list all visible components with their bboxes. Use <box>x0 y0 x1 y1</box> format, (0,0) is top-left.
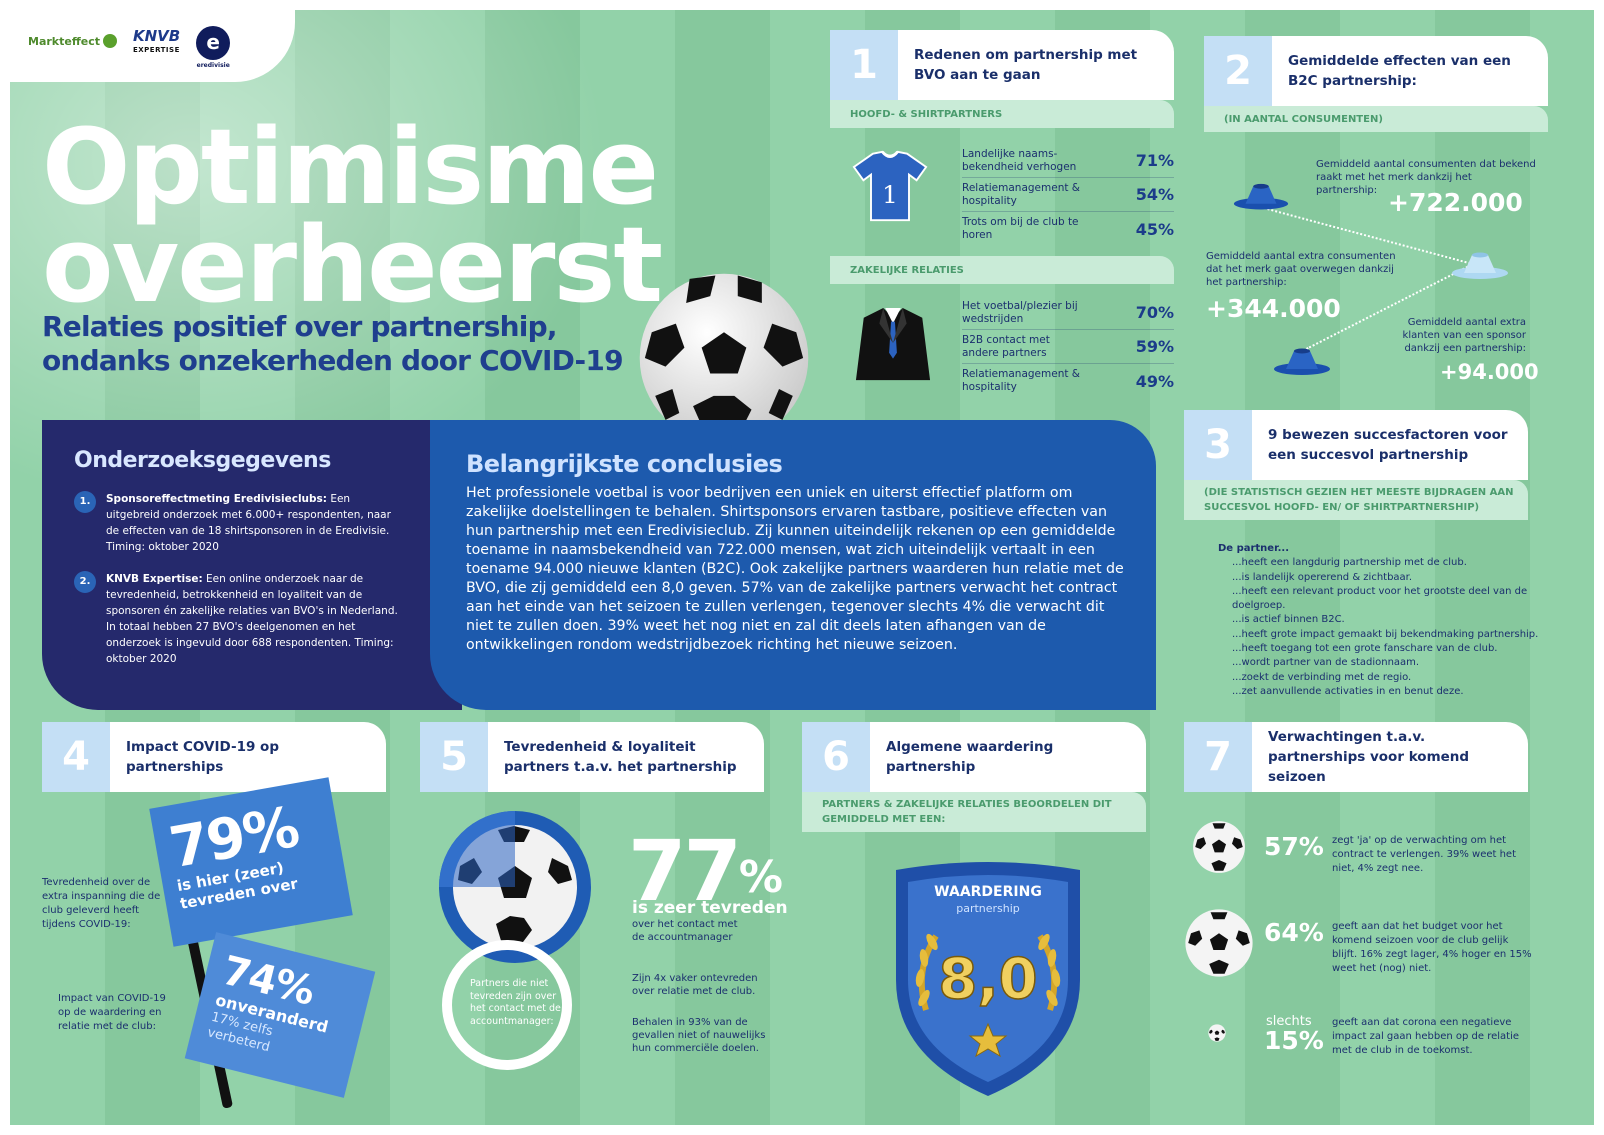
shield-subtitle: partnership <box>956 902 1020 915</box>
section-title: 9 bewezen succesfactoren voor een succes… <box>1268 427 1508 463</box>
football-icon <box>1193 821 1245 873</box>
section-3-band: (DIE STATISTISCH GEZIEN HET MEESTE BIJDR… <box>1184 480 1528 520</box>
football-illustration <box>639 273 809 443</box>
stat-row: Landelijke naams-bekendheid verhogen 71% <box>962 144 1174 178</box>
subtitle: Relaties positief over partnership, onda… <box>42 310 624 377</box>
list-item: ...is actief binnen B2C. <box>1232 614 1345 626</box>
cone-icon <box>1452 252 1508 279</box>
negative-impact-prefix: slechts <box>1266 1014 1312 1029</box>
section-number: 4 <box>42 722 110 792</box>
list-item: ...wordt partner van de stadionnaam. <box>1232 657 1420 669</box>
cone-icon <box>1233 183 1289 210</box>
shirt-icon: 1 <box>852 150 928 222</box>
satisfaction-big-percent: 77% <box>628 822 783 920</box>
conclusions-panel: Belangrijkste conclusies Het professione… <box>430 420 1156 710</box>
section-6-header: 6 Algemene waardering partnership <box>802 722 1146 792</box>
section-7-header: 7 Verwachtingen t.a.v. partnerships voor… <box>1184 722 1528 792</box>
section-1-band-main: HOOFD- & SHIRTPARTNERS <box>830 100 1174 128</box>
section-number: 6 <box>802 722 870 792</box>
b2c-effect-consideration-value: +344.000 <box>1206 294 1341 323</box>
section-title: Impact COVID-19 op partnerships <box>126 739 279 775</box>
contract-renewal-text: zegt 'ja' op de verwachting om het contr… <box>1332 835 1517 874</box>
budget-text: geeft aan dat het budget voor het komend… <box>1332 921 1532 974</box>
section-6-band: PARTNERS & ZAKELIJKE RELATIES BEOORDELEN… <box>802 792 1146 832</box>
section-4-header: 4 Impact COVID-19 op partnerships <box>42 722 386 792</box>
research-data-panel: Onderzoeksgegevens 1. Sponsoreffectmetin… <box>42 420 462 710</box>
section-3-header: 3 9 bewezen succesfactoren voor een succ… <box>1184 410 1528 480</box>
stat-row: Relatiemanagement & hospitality 49% <box>962 368 1174 393</box>
section-number: 1 <box>830 30 898 100</box>
budget-percent: 64% <box>1264 918 1324 947</box>
section-1-band-business: ZAKELIJKE RELATIES <box>830 256 1174 284</box>
success-factors-list: De partner... ...heeft een langdurig par… <box>1218 542 1568 699</box>
research-item: 1. Sponsoreffectmeting Eredivisieclubs: … <box>74 491 440 555</box>
infographic-poster: Markteffect KNVB EXPERTISE e eredivisie Op… <box>10 10 1594 1125</box>
knvb-expertise-logo: KNVB EXPERTISE <box>132 27 181 55</box>
satisfaction-sublabel: over het contact met de accountmanager <box>632 919 738 943</box>
accountmanager-circle-text: Partners die niet tevreden zijn over het… <box>470 978 561 1027</box>
section-title: Algemene waardering partnership <box>886 739 1054 775</box>
success-factors-intro: De partner... <box>1218 543 1289 554</box>
conclusions-heading: Belangrijkste conclusies <box>466 450 783 478</box>
research-item-number: 1. <box>74 491 96 513</box>
b2c-effect-consideration-text: Gemiddeld aantal extra consumenten dat h… <box>1206 251 1396 288</box>
list-item: ...heeft toegang tot een grote fanschare… <box>1232 643 1498 655</box>
b2c-effect-awareness-value: +722.000 <box>1388 188 1523 217</box>
research-item-number: 2. <box>74 571 96 593</box>
research-heading: Onderzoeksgegevens <box>74 448 331 473</box>
b2c-effect-customers-value: +94.000 <box>1440 360 1539 384</box>
section-1-header: 1 Redenen om partnership met BVO aan te … <box>830 30 1174 100</box>
section-number: 7 <box>1184 722 1252 792</box>
list-item: ...heeft een langdurig partnership met d… <box>1232 557 1467 569</box>
negative-impact-percent: 15% <box>1264 1026 1324 1055</box>
list-item: ...heeft grote impact gemaakt bij bekend… <box>1232 628 1539 640</box>
section-5-header: 5 Tevredenheid & loyaliteit partners t.a… <box>420 722 764 792</box>
football-icon <box>1208 1024 1226 1042</box>
section-title: Tevredenheid & loyaliteit partners t.a.v… <box>504 739 737 775</box>
list-item: ...zet aanvullende activaties in en benu… <box>1232 685 1464 697</box>
commercial-goals-fact: Behalen in 93% van de gevallen niet of n… <box>632 1017 766 1054</box>
football-icon <box>1185 909 1253 977</box>
markteffect-logo: Markteffect <box>28 34 117 48</box>
conclusions-text: Het professionele voetbal is voor bedrij… <box>466 485 1124 653</box>
stat-row: Het voetbal/plezier bij wedstrijden 70% <box>962 296 1174 330</box>
list-item: ...heeft een relevant product voor het g… <box>1232 585 1528 612</box>
rating-shield: WAARDERING partnership 8,0 <box>896 862 1080 1096</box>
section-2-band: (IN AANTAL CONSUMENTEN) <box>1204 106 1548 132</box>
covid-satisfaction-text: Tevredenheid over de extra inspanning di… <box>42 877 161 930</box>
satisfaction-label: is zeer tevreden <box>632 898 788 918</box>
logo-bar: Markteffect KNVB EXPERTISE e eredivisie <box>10 10 295 82</box>
covid-impact-text: Impact van COVID-19 op de waardering en … <box>58 993 166 1032</box>
suit-icon <box>855 307 931 381</box>
list-item: ...zoekt de verbinding met de regio. <box>1232 671 1412 683</box>
accountmanager-circle <box>442 940 572 1070</box>
main-title: Optimisme overheerst <box>42 106 663 326</box>
stat-row: Relatiemanagement & hospitality 54% <box>962 178 1174 212</box>
section-number: 2 <box>1204 36 1272 106</box>
section-title: Gemiddelde effecten van een B2C partners… <box>1288 53 1511 89</box>
b2c-effect-awareness-text: Gemiddeld aantal consumenten dat bekend … <box>1316 159 1536 196</box>
contract-renewal-percent: 57% <box>1264 832 1324 861</box>
section-number: 3 <box>1184 410 1252 480</box>
stat-row: B2B contact met andere partners 59% <box>962 330 1174 364</box>
section-title: Verwachtingen t.a.v. partnerships voor k… <box>1268 729 1470 785</box>
stat-row: Trots om bij de club te horen 45% <box>962 216 1174 241</box>
flag-satisfaction: 79% is hier (zeer) tevreden over <box>149 777 353 947</box>
list-item: ...is landelijk opererend & zichtbaar. <box>1232 571 1413 583</box>
section-2-header: 2 Gemiddelde effecten van een B2C partne… <box>1204 36 1548 106</box>
negative-impact-text: geeft aan dat corona een negatieve impac… <box>1332 1017 1520 1056</box>
research-item: 2. KNVB Expertise: Een online onderzoek … <box>74 571 440 667</box>
flag-impact: 74% onveranderd 17% zelfs verbeterd <box>184 932 376 1098</box>
section-number: 5 <box>420 722 488 792</box>
eredivisie-logo: e eredivisie <box>196 26 231 69</box>
section-title: Redenen om partnership met BVO aan te ga… <box>914 47 1138 83</box>
cone-icon <box>1274 348 1330 375</box>
shirt-number: 1 <box>882 180 898 209</box>
b2c-effect-customers-text: Gemiddeld aantal extra klanten van een s… <box>1402 317 1526 354</box>
rating-score: 8,0 <box>938 947 1037 1012</box>
satisfaction-pie-icon <box>439 811 591 963</box>
dissatisfied-fact: Zijn 4x vaker ontevreden over relatie me… <box>632 973 758 997</box>
shield-title: WAARDERING <box>934 884 1042 900</box>
